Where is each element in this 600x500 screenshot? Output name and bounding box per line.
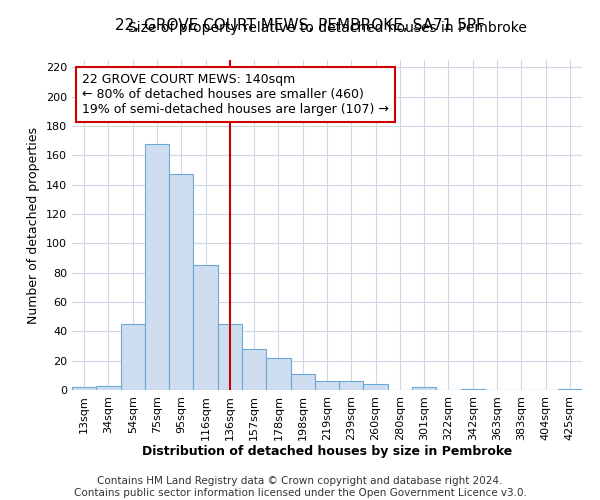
Bar <box>242 349 266 390</box>
Bar <box>412 387 436 390</box>
Bar <box>72 387 96 390</box>
Bar <box>461 388 485 390</box>
Bar <box>169 174 193 390</box>
Text: Contains HM Land Registry data © Crown copyright and database right 2024.
Contai: Contains HM Land Registry data © Crown c… <box>74 476 526 498</box>
Bar <box>218 324 242 390</box>
Bar <box>145 144 169 390</box>
Bar <box>315 381 339 390</box>
Bar <box>290 374 315 390</box>
Bar <box>193 266 218 390</box>
X-axis label: Distribution of detached houses by size in Pembroke: Distribution of detached houses by size … <box>142 446 512 458</box>
Text: 22 GROVE COURT MEWS: 140sqm
← 80% of detached houses are smaller (460)
19% of se: 22 GROVE COURT MEWS: 140sqm ← 80% of det… <box>82 73 389 116</box>
Text: 22, GROVE COURT MEWS, PEMBROKE, SA71 5PF: 22, GROVE COURT MEWS, PEMBROKE, SA71 5PF <box>115 18 485 32</box>
Title: Size of property relative to detached houses in Pembroke: Size of property relative to detached ho… <box>128 21 526 35</box>
Y-axis label: Number of detached properties: Number of detached properties <box>28 126 40 324</box>
Bar <box>558 388 582 390</box>
Bar <box>96 386 121 390</box>
Bar <box>266 358 290 390</box>
Bar <box>339 381 364 390</box>
Bar <box>364 384 388 390</box>
Bar <box>121 324 145 390</box>
